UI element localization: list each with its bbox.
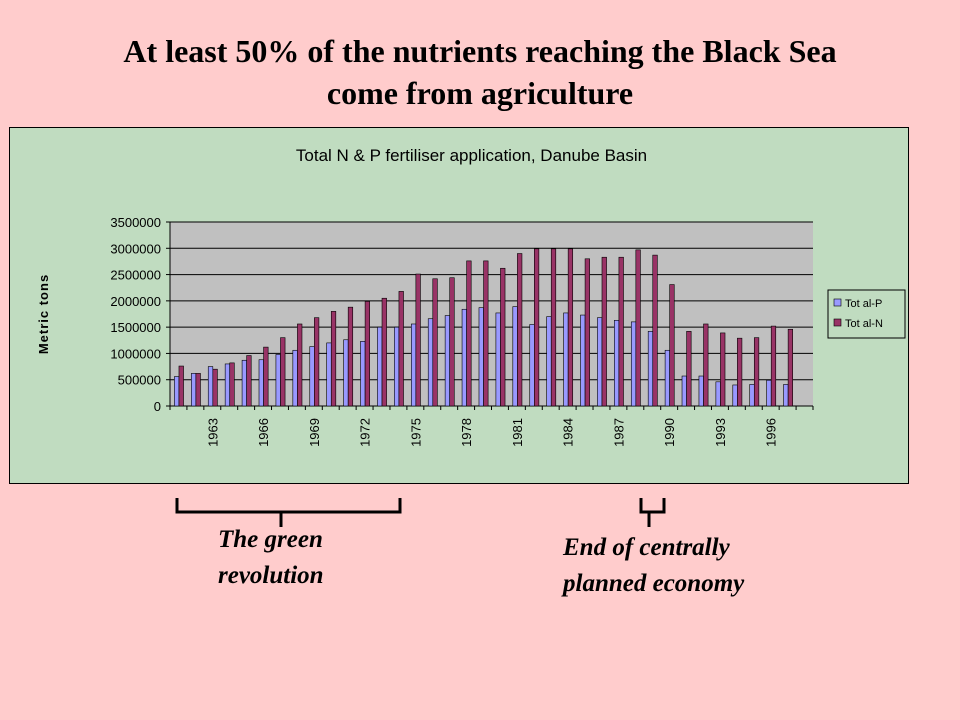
bar-total-n [686,331,692,407]
y-tick-label: 500000 [118,373,161,388]
green-revolution-line2: revolution [218,562,324,589]
y-tick-label: 3500000 [110,215,161,230]
x-tick-label: 1987 [611,418,626,447]
x-tick-label: 1966 [256,418,271,447]
y-tick-label: 0 [154,399,161,414]
bar-total-n [178,365,184,407]
x-tick-label: 1996 [764,418,779,447]
green-revolution-label: The green revolution [218,522,324,594]
bar-total-n [567,248,574,407]
y-axis-label: Metric tons [36,274,51,354]
bar-total-n [449,277,455,407]
x-tick-label: 1975 [408,418,423,447]
y-tick-label: 1000000 [110,346,161,361]
bar-total-n [584,258,590,407]
bar-total-n [737,337,743,407]
legend-label-total-p: Tot al-P [845,298,882,310]
bar-total-n [635,249,641,407]
x-tick-label: 1990 [662,418,677,447]
bar-total-n [753,337,760,407]
x-tick-label: 1993 [713,418,728,447]
slide-title-line2: come from agriculture [326,75,634,111]
y-tick-label: 3000000 [110,241,161,256]
central-economy-bracket [639,498,666,527]
x-tick-label: 1972 [358,418,373,447]
central-economy-line1: End of centrally [563,534,730,561]
legend-swatch-total-n [833,318,842,327]
bar-total-n [246,355,252,407]
bar-total-n [466,260,472,407]
bar-total-n [212,368,218,407]
bar-total-n [415,273,421,407]
bar-total-n [347,306,354,407]
bar-total-n [330,311,337,407]
bar-total-n [398,291,404,407]
legend-swatch-total-p [833,298,842,307]
bar-total-n [703,323,709,407]
slide-title-line1: At least 50% of the nutrients reaching t… [123,33,837,69]
bar-total-n [297,323,303,407]
bar-total-n [280,337,286,407]
y-tick-label: 2500000 [110,268,161,283]
bar-total-n [229,362,235,407]
bar-total-n [652,254,658,407]
central-economy-line2: planned economy [563,570,745,597]
y-tick-label: 1500000 [110,320,161,335]
central-economy-label: End of centrally planned economy [563,530,744,602]
x-tick-label: 1963 [205,418,220,447]
fertiliser-chart: Total N & P fertiliser application, Danu… [36,146,906,447]
bar-total-n [432,278,438,407]
bar-total-n [669,284,675,407]
bar-total-n [770,325,777,407]
bar-total-n [517,253,523,407]
bar-total-n [195,373,201,407]
bar-total-n [500,267,506,407]
bar-total-n [364,301,370,407]
x-tick-label: 1981 [510,418,525,447]
bar-total-n [381,297,387,407]
x-tick-label: 1984 [561,418,576,447]
chart-title: Total N & P fertiliser application, Danu… [296,146,647,165]
legend-label-total-n: Tot al-N [845,318,883,330]
bar-total-n [618,256,624,407]
bar-total-n [787,328,793,407]
slide-title: At least 50% of the nutrients reaching t… [0,30,960,114]
bar-total-n [550,248,557,407]
bar-total-n [534,248,540,407]
bar-total-n [720,332,726,407]
green-revolution-bracket [175,498,402,527]
bar-total-n [483,260,489,407]
x-tick-label: 1969 [307,418,322,447]
chart-area: Total N & P fertiliser application, Danu… [9,127,909,484]
y-tick-label: 2000000 [110,294,161,309]
green-revolution-line1: The green [218,526,323,553]
bar-total-n [601,256,607,407]
legend-box [827,289,906,339]
bar-total-n [263,346,269,407]
bar-total-n [314,317,320,407]
x-tick-label: 1978 [459,418,474,447]
